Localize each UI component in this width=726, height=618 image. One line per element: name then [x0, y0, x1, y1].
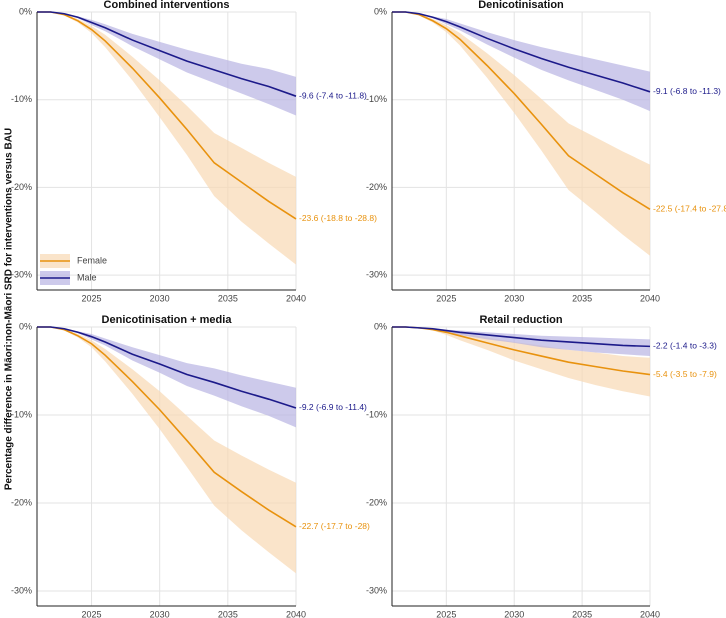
- y-tick-label: -30%: [366, 585, 387, 595]
- panel-title: Combined interventions: [104, 0, 230, 11]
- y-tick-label: -20%: [366, 182, 387, 192]
- x-tick-label: 2040: [640, 609, 660, 618]
- y-tick-label: 0%: [374, 321, 387, 331]
- x-tick-label: 2040: [286, 609, 306, 618]
- legend-label: Female: [77, 255, 107, 265]
- y-tick-label: -20%: [11, 497, 32, 507]
- confidence-band: [392, 12, 650, 112]
- y-tick-label: -10%: [366, 409, 387, 419]
- y-tick-label: -30%: [366, 269, 387, 279]
- x-tick-label: 2035: [218, 609, 238, 618]
- series-line: [392, 11, 651, 211]
- legend-label: Male: [77, 272, 97, 282]
- panel-title: Retail reduction: [479, 314, 562, 326]
- confidence-band: [37, 327, 296, 428]
- series-line: [37, 11, 297, 97]
- end-label: -9.6 (-7.4 to -11.8): [299, 90, 367, 100]
- panel-title: Denicotinisation + media: [102, 314, 233, 326]
- y-tick-label: -30%: [11, 585, 32, 595]
- confidence-band: [392, 327, 650, 397]
- series-line: [392, 11, 651, 93]
- series-line: [37, 326, 297, 528]
- y-tick-label: -10%: [11, 409, 32, 419]
- x-tick-label: 2035: [572, 609, 592, 618]
- panel-title: Denicotinisation: [478, 0, 564, 11]
- x-tick-label: 2035: [218, 293, 238, 303]
- y-axis-label: Percentage difference in Māori:non-Māori…: [4, 128, 15, 490]
- x-tick-label: 2025: [436, 293, 456, 303]
- end-label: -9.2 (-6.9 to -11.4): [299, 402, 367, 412]
- x-tick-label: 2040: [640, 293, 660, 303]
- end-label: -23.6 (-18.8 to -28.8): [299, 213, 377, 223]
- confidence-band: [37, 327, 296, 574]
- x-tick-label: 2030: [504, 609, 524, 618]
- end-label: -22.5 (-17.4 to -27.8): [653, 204, 726, 214]
- x-tick-label: 2030: [150, 293, 170, 303]
- y-tick-label: 0%: [374, 6, 387, 16]
- x-tick-label: 2040: [286, 293, 306, 303]
- series-line: [37, 326, 297, 409]
- x-tick-label: 2030: [504, 293, 524, 303]
- confidence-band: [392, 12, 650, 256]
- x-tick-label: 2030: [150, 609, 170, 618]
- x-tick-label: 2025: [436, 609, 456, 618]
- confidence-band: [37, 12, 296, 116]
- y-tick-label: -20%: [11, 182, 32, 192]
- end-label: -5.4 (-3.5 to -7.9): [653, 369, 717, 379]
- x-tick-label: 2025: [82, 609, 102, 618]
- series-line: [392, 326, 651, 348]
- y-tick-label: -20%: [366, 497, 387, 507]
- y-tick-label: -10%: [11, 94, 32, 104]
- end-label: -2.2 (-1.4 to -3.3): [653, 341, 717, 351]
- end-label: -22.7 (-17.7 to -28): [299, 521, 370, 531]
- y-tick-label: 0%: [19, 321, 32, 331]
- y-tick-label: 0%: [19, 6, 32, 16]
- end-label: -9.1 (-6.8 to -11.3): [653, 86, 721, 96]
- y-tick-label: -10%: [366, 94, 387, 104]
- confidence-band: [37, 12, 296, 265]
- x-tick-label: 2025: [82, 293, 102, 303]
- x-tick-label: 2035: [572, 293, 592, 303]
- confidence-band: [392, 327, 650, 357]
- y-tick-label: -30%: [11, 269, 32, 279]
- series-line: [37, 11, 297, 220]
